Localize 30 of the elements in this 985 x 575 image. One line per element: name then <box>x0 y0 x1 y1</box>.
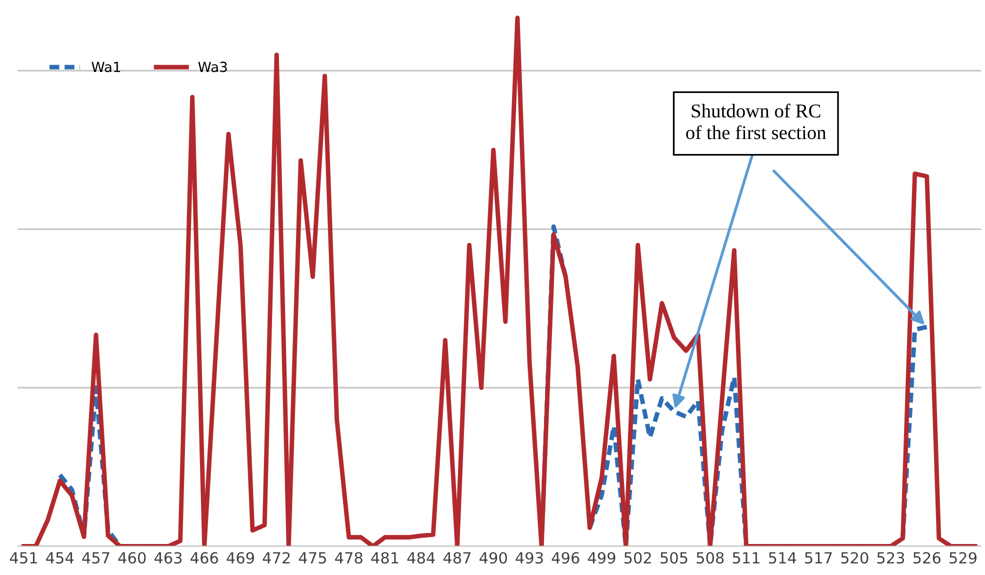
x-tick-label: 499 <box>588 552 616 564</box>
x-tick-label: 478 <box>335 552 362 564</box>
x-tick-label: 454 <box>46 552 74 564</box>
annotation: Shutdown of RC of the first section <box>686 104 826 140</box>
x-tick-label: 523 <box>877 552 904 564</box>
x-tick-label: 469 <box>226 552 254 564</box>
x-tick-label: 466 <box>190 552 218 564</box>
x-tick-label: 520 <box>841 552 868 564</box>
x-tick-label: 496 <box>552 552 580 564</box>
x-tick-label: 505 <box>660 552 688 564</box>
x-tick-label: 481 <box>371 552 398 564</box>
x-tick-label: 472 <box>262 552 290 564</box>
x-tick-label: 508 <box>696 552 724 564</box>
x-tick-label: 502 <box>624 552 651 564</box>
x-tick-label: 487 <box>443 552 471 564</box>
x-tick-label: 484 <box>407 552 435 564</box>
x-tick-label: 493 <box>516 552 543 564</box>
legend-label: Wa3 <box>198 62 227 72</box>
x-tick-label: 475 <box>298 552 326 564</box>
legend-label: Wa1 <box>92 62 120 72</box>
x-tick-label: 490 <box>480 552 507 564</box>
x-tick-label: 514 <box>768 552 796 564</box>
x-tick-label: 457 <box>82 552 110 564</box>
x-tick-label: 517 <box>805 552 832 564</box>
x-tick-label: 460 <box>118 552 146 564</box>
x-tick-label: 463 <box>154 552 182 564</box>
x-tick-label: 529 <box>950 552 977 564</box>
x-tick-label: 451 <box>10 552 37 564</box>
x-tick-label: 526 <box>913 552 940 564</box>
x-tick-label: 511 <box>732 552 760 564</box>
